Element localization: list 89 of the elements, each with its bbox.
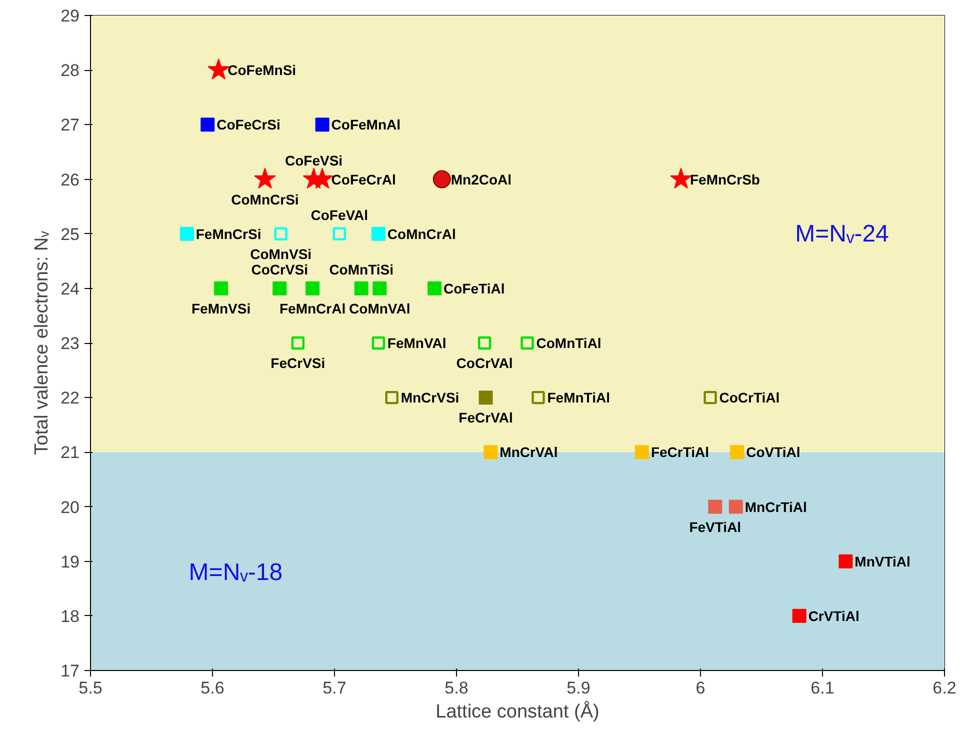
point — [315, 118, 330, 132]
y-tick-label: 21 — [60, 443, 80, 462]
annotation: MnCrVAl — [500, 444, 558, 460]
band-label: M=Nᵥ-24 — [795, 220, 889, 248]
point — [385, 390, 398, 404]
point — [478, 390, 493, 405]
y-tick-label: 18 — [60, 606, 80, 626]
point — [432, 170, 451, 188]
annotation: FeMnCrSi — [196, 226, 262, 242]
point — [200, 118, 215, 132]
point — [254, 168, 276, 189]
y-tick-label: 25 — [60, 224, 80, 244]
point — [274, 227, 288, 240]
point — [478, 336, 492, 350]
annotation: CoMnCrSi — [231, 191, 299, 208]
x-tick-label: 6 — [696, 678, 706, 698]
x-tick-label: 5.6 — [200, 678, 224, 698]
annotation: CoCrTiAl — [719, 390, 780, 406]
annotation: CoMnTiSi — [329, 261, 394, 278]
annotation: CoFeVAl — [310, 206, 368, 223]
annotation: MnCrTiAl — [744, 498, 807, 515]
y-tick-label: 19 — [60, 552, 80, 572]
x-tick-label: 6.1 — [810, 678, 834, 698]
x-tick-label: 5.7 — [322, 678, 346, 698]
y-tick-label: 27 — [60, 116, 80, 135]
y-tick-label: 23 — [60, 334, 80, 353]
annotation: CoFeCrSi — [216, 116, 280, 133]
annotation: CoFeMnSi — [228, 62, 296, 78]
point — [670, 168, 692, 189]
point — [428, 281, 442, 296]
annotation: CoFeTiAl — [444, 280, 505, 296]
point — [214, 281, 228, 296]
annotation: FeMnCrSb — [690, 171, 760, 188]
annotation: FeMnVAl — [387, 335, 446, 351]
point — [180, 226, 194, 241]
annotation: CoMnTiAl — [536, 335, 602, 351]
y-tick-label: 24 — [60, 279, 80, 298]
point — [372, 336, 386, 350]
annotation: MnCrVSi — [400, 390, 460, 406]
annotation: FeCrVAl — [458, 410, 513, 426]
annotation: CoFeCrAl — [331, 171, 396, 188]
point — [291, 336, 304, 350]
point — [354, 281, 368, 296]
point — [634, 445, 649, 460]
y-tick-label: 28 — [60, 61, 80, 80]
annotation: FeMnCrAl — [279, 300, 346, 316]
annotation: FeCrTiAl — [650, 444, 710, 460]
band-label: M=Nᵥ-18 — [188, 558, 283, 586]
annotation: CoFeMnAl — [331, 116, 401, 133]
annotation: FeVTiAl — [689, 518, 742, 535]
annotation: Mn2CoAl — [450, 171, 512, 188]
point — [730, 445, 744, 460]
point — [272, 281, 287, 296]
y-tick-label: 22 — [60, 388, 80, 408]
annotation: CoCrVSi — [251, 261, 308, 278]
x-tick-label: 5.5 — [78, 678, 102, 698]
x-tick-label: 5.8 — [444, 678, 468, 698]
point — [332, 227, 346, 240]
point — [728, 500, 743, 514]
annotation: FeMnTiAl — [547, 390, 610, 406]
point — [372, 281, 387, 296]
point — [708, 500, 722, 514]
point — [306, 281, 320, 296]
point — [208, 58, 230, 80]
annotation: CrVTiAl — [808, 608, 860, 624]
point — [704, 390, 717, 404]
annotation: CoVTiAl — [746, 444, 800, 460]
y-tick-label: 17 — [60, 662, 80, 680]
y-tick-label: 20 — [60, 498, 80, 517]
x-tick-label: 6.2 — [932, 678, 956, 698]
y-axis-title: Total valence electrons: Nᵥ — [32, 230, 53, 455]
annotation: FeCrVSi — [270, 355, 326, 371]
x-tick-label: 5.9 — [566, 678, 590, 698]
annotation: CoMnVAl — [349, 300, 410, 316]
annotation: CoCrVAl — [456, 355, 513, 371]
annotation: FeMnVSi — [191, 300, 251, 316]
annotation: MnVTiAl — [854, 553, 910, 570]
y-tick-label: 29 — [60, 6, 80, 26]
annotation: CoMnCrAl — [387, 226, 456, 242]
annotation: CoMnVSi — [250, 246, 312, 262]
point — [520, 336, 534, 350]
point — [484, 445, 498, 460]
point — [838, 554, 853, 568]
point — [792, 608, 806, 623]
y-tick-label: 26 — [60, 170, 80, 190]
point — [532, 390, 545, 404]
x-axis-title: Lattice constant (Å) — [436, 700, 600, 722]
annotation: CoFeVSi — [284, 152, 343, 168]
point — [371, 226, 386, 241]
